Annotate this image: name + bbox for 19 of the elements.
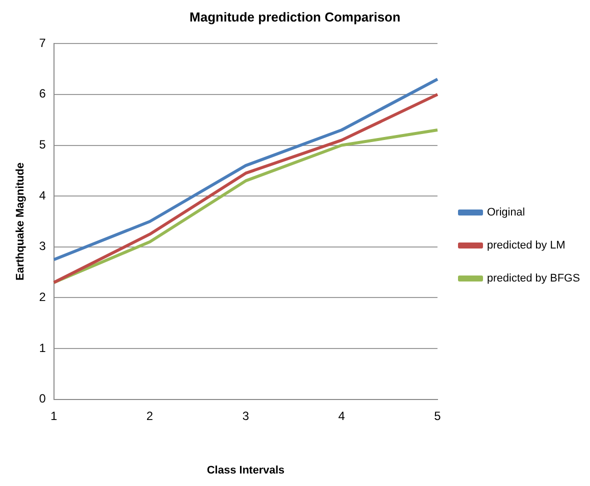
y-tick-label: 4 bbox=[39, 188, 46, 202]
legend-label: predicted by BFGS bbox=[487, 272, 580, 285]
y-tick-label: 2 bbox=[39, 290, 46, 304]
x-axis-title: Class Intervals bbox=[206, 464, 285, 476]
legend-label: Original bbox=[487, 206, 525, 219]
y-axis-title: Earthquake Magnitude bbox=[14, 162, 27, 280]
x-tick-label: 1 bbox=[50, 408, 58, 423]
legend-label: predicted by LM bbox=[487, 240, 566, 252]
x-tick-label: 2 bbox=[146, 408, 154, 423]
x-tick-label: 5 bbox=[434, 408, 442, 423]
x-tick-label: 4 bbox=[338, 408, 346, 423]
y-tick-label: 7 bbox=[39, 36, 46, 50]
x-tick-label: 3 bbox=[242, 408, 250, 423]
y-tick-label: 5 bbox=[39, 138, 46, 152]
y-tick-label: 6 bbox=[39, 86, 46, 101]
y-tick-label: 1 bbox=[39, 340, 46, 355]
chart-title: Magnitude prediction Comparison bbox=[190, 9, 400, 24]
y-tick-label: 0 bbox=[39, 392, 46, 406]
y-tick-label: 3 bbox=[39, 239, 46, 254]
